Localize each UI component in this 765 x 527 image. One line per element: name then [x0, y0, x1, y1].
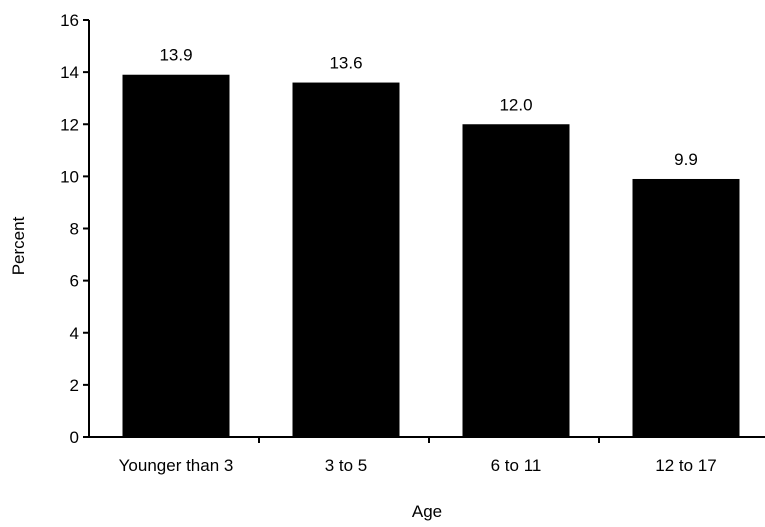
y-tick-label: 4: [70, 324, 79, 343]
bar-value-label: 13.6: [329, 54, 362, 73]
y-tick-label: 2: [70, 376, 79, 395]
x-tick-label: 12 to 17: [655, 456, 716, 475]
bar-value-label: 12.0: [499, 95, 532, 114]
y-tick-label: 8: [70, 220, 79, 239]
y-axis-label: Percent: [9, 216, 28, 275]
bar-value-label: 13.9: [159, 46, 192, 65]
bar: [462, 124, 570, 437]
bar: [292, 82, 400, 438]
x-axis-label: Age: [412, 502, 442, 521]
x-tick-label: 3 to 5: [325, 456, 368, 475]
data-labels: 13.9 13.6 12.0 9.9: [159, 46, 697, 169]
bar: [122, 74, 230, 437]
bars: [122, 74, 740, 438]
bar-value-label: 9.9: [674, 150, 698, 169]
x-tick-label: 6 to 11: [491, 456, 542, 475]
x-tick-label: Younger than 3: [119, 456, 234, 475]
y-tick-label: 16: [60, 11, 79, 30]
y-tick-label: 12: [60, 115, 79, 134]
y-tick-label: 14: [60, 63, 79, 82]
y-tick-label: 10: [60, 167, 79, 186]
bar: [632, 178, 740, 437]
y-axis: 0 2 4 6 8 10 12 14 16: [60, 11, 90, 447]
y-tick-label: 6: [70, 272, 79, 291]
y-tick-label: 0: [70, 428, 79, 447]
x-axis: Younger than 3 3 to 5 6 to 11 12 to 17: [89, 436, 765, 475]
